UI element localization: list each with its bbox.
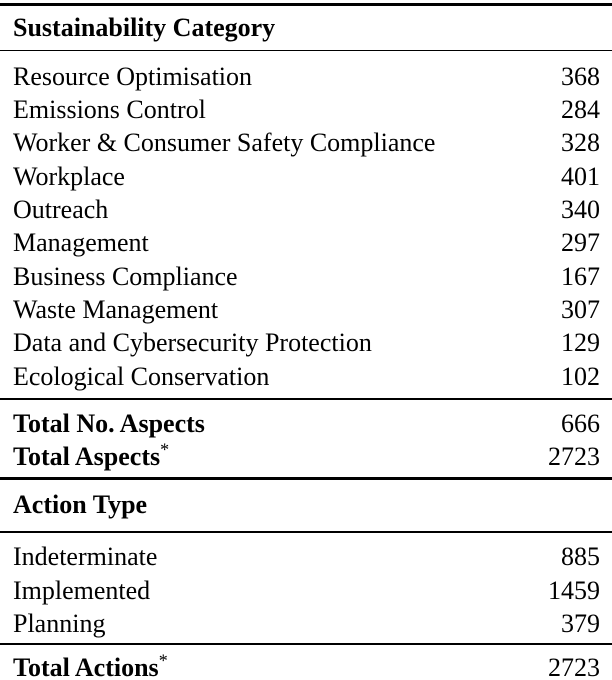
table-row: Indeterminate 885 <box>0 541 612 574</box>
table-row-total-no-aspects: Total No. Aspects 666 <box>0 408 612 441</box>
action-count: 885 <box>561 542 600 572</box>
section-header-action-type: Action Type <box>0 480 612 531</box>
actions-bottom-rule <box>0 642 612 645</box>
category-count: 167 <box>561 261 600 291</box>
category-label: Workplace <box>13 161 125 191</box>
table-row: Worker & Consumer Safety Compliance 328 <box>0 127 612 160</box>
footnote-marker: * <box>158 650 168 671</box>
category-count: 401 <box>561 161 600 191</box>
table-row: Implemented 1459 <box>0 574 612 607</box>
total-label: Total Aspects* <box>13 439 170 472</box>
category-count: 368 <box>561 61 600 91</box>
total-count: 666 <box>561 409 600 439</box>
table-row: Waste Management 307 <box>0 293 612 326</box>
action-label: Implemented <box>13 575 151 605</box>
total-actions-row-wrap: Total Actions* 2723 <box>0 645 612 680</box>
table-row: Business Compliance 167 <box>0 260 612 293</box>
header-bottom-rule <box>0 49 612 52</box>
table-row: Workplace 401 <box>0 160 612 193</box>
table-row-total-aspects: Total Aspects* 2723 <box>0 441 612 474</box>
table-row: Emissions Control 284 <box>0 93 612 126</box>
category-count: 340 <box>561 195 600 225</box>
table-row: Ecological Conservation 102 <box>0 360 612 393</box>
category-label: Management <box>13 228 149 258</box>
category-count: 284 <box>561 95 600 125</box>
category-count: 102 <box>561 361 600 391</box>
category-count: 297 <box>561 228 600 258</box>
category-label: Resource Optimisation <box>13 61 253 91</box>
category-count: 307 <box>561 294 600 324</box>
category-label: Worker & Consumer Safety Compliance <box>13 128 436 158</box>
table-row: Outreach 340 <box>0 193 612 226</box>
action-count: 379 <box>561 608 600 638</box>
action-label: Planning <box>13 608 106 638</box>
category-label: Ecological Conservation <box>13 361 270 391</box>
table-row-total-actions: Total Actions* 2723 <box>0 652 612 680</box>
action-label: Indeterminate <box>13 542 158 572</box>
category-count: 328 <box>561 128 600 158</box>
table-row: Planning 379 <box>0 607 612 640</box>
total-label: Total No. Aspects <box>13 409 205 439</box>
total-actions-label: Total Actions* <box>13 650 168 680</box>
action-type-header-label: Action Type <box>13 490 148 520</box>
action-type-rows: Indeterminate 885 Implemented 1459 Plann… <box>0 533 612 643</box>
section-divider-rule <box>0 477 612 480</box>
sustainability-category-header-label: Sustainability Category <box>13 12 276 42</box>
category-label: Data and Cybersecurity Protection <box>13 328 372 358</box>
category-label: Emissions Control <box>13 95 206 125</box>
action-header-bottom-rule <box>0 530 612 533</box>
table-top-rule <box>0 3 612 6</box>
total-count: 2723 <box>548 442 600 472</box>
category-count: 129 <box>561 328 600 358</box>
sustainability-category-rows: Resource Optimisation 368 Emissions Cont… <box>0 51 612 398</box>
table-row: Management 297 <box>0 227 612 260</box>
section-header-sustainability-category: Sustainability Category <box>0 6 612 50</box>
table-row: Resource Optimisation 368 <box>0 60 612 93</box>
category-label: Waste Management <box>13 294 219 324</box>
table-row: Data and Cybersecurity Protection 129 <box>0 327 612 360</box>
footnote-marker: * <box>160 439 170 460</box>
total-actions-count: 2723 <box>548 653 600 680</box>
category-label: Outreach <box>13 195 109 225</box>
action-count: 1459 <box>548 575 600 605</box>
category-label: Business Compliance <box>13 261 238 291</box>
aspect-totals-rows: Total No. Aspects 666 Total Aspects* 272… <box>0 400 612 478</box>
categories-bottom-rule <box>0 397 612 400</box>
